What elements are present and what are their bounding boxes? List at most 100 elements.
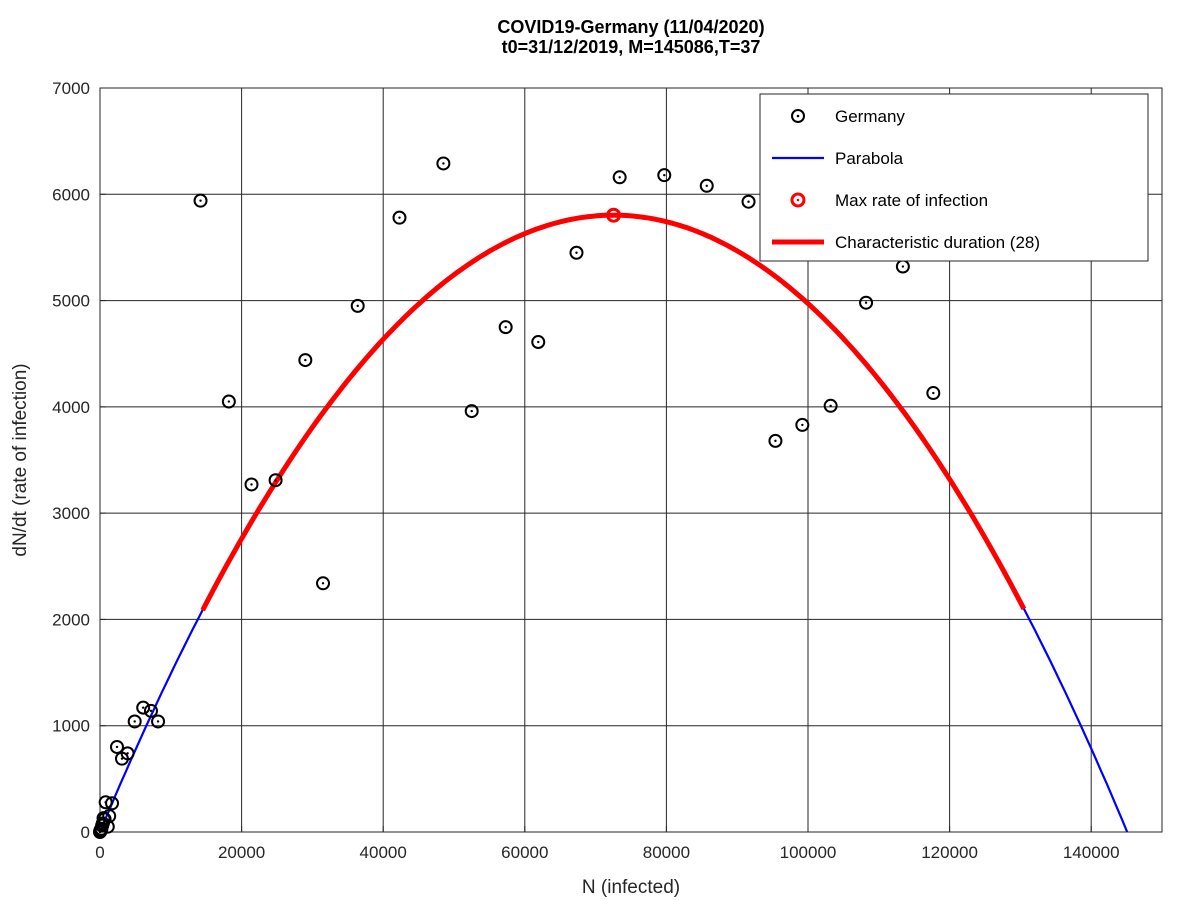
data-point-ring [221,394,236,409]
data-point [316,576,331,591]
data-point [612,170,627,185]
legend-germany-label: Germany [835,107,905,126]
data-point-dot [705,184,708,187]
data-point [464,404,479,419]
data-point-dot [106,825,109,828]
legend-max-label: Max rate of infection [835,191,988,210]
x-tick-label: 80000 [643,843,690,862]
data-point [823,398,838,413]
data-point-dot [774,439,777,443]
data-point [741,194,756,209]
data-point-dot [398,216,401,219]
data-point [859,295,874,310]
data-point-dot [304,358,307,362]
data-point [436,156,451,171]
data-point-ring [298,353,313,368]
data-point [569,245,584,260]
legend-box [759,93,1149,262]
data-point-dot [829,404,832,407]
data-point-ring [699,178,714,193]
data-point [120,746,135,761]
x-tick-label: 120000 [921,843,978,862]
x-tick-label: 20000 [218,843,265,862]
y-tick-label: 4000 [52,398,90,417]
data-point-dot [864,301,868,304]
data-point [143,703,158,718]
data-point-dot [504,325,507,329]
data-point-dot [537,340,540,344]
data-point-ring [823,398,838,413]
data-point-ring [531,335,546,350]
data-point-ring [102,809,117,824]
legend: Germany Parabola Max rate of infection C… [759,93,1149,262]
legend-germany-marker-dot [796,114,800,118]
data-point-dot [199,199,202,202]
data-point [136,700,151,715]
data-point [109,739,124,754]
data-point [657,168,672,183]
data-point-ring [316,576,331,591]
data-point-dot [156,720,160,723]
data-point [531,335,546,350]
data-point-ring [268,473,283,488]
data-point [151,714,166,729]
data-point-dot [110,802,114,805]
y-tick-label: 5000 [52,292,90,311]
data-point-dot [126,752,129,755]
max-rate-point-dot [612,213,615,217]
data-point-ring [109,739,124,754]
data-point-dot [442,162,445,165]
data-point-dot [801,423,804,427]
data-point-ring [498,320,513,335]
y-tick-label: 6000 [52,185,90,204]
legend-max-marker [790,192,806,208]
data-point-ring [392,210,407,225]
data-point-ring [436,156,451,171]
chart-subtitle: t0=31/12/2019, M=145086,T=37 [502,37,761,57]
x-tick-label: 100000 [780,843,837,862]
data-point [102,809,117,824]
data-point-ring [464,404,479,419]
x-tick-label: 40000 [360,843,407,862]
data-point-ring [136,700,151,715]
data-point-dot [932,391,935,395]
data-point-ring [859,295,874,310]
data-point [298,353,313,368]
series-layer [93,156,1129,839]
data-point [498,320,513,335]
data-point-ring [127,714,142,729]
data-point-dot [141,706,145,709]
legend-duration-label: Characteristic duration (28) [835,233,1040,252]
data-point-dot [663,173,666,177]
x-tick-label: 60000 [501,843,548,862]
data-point-ring [143,703,158,718]
data-point-ring [657,168,672,183]
data-point [268,473,283,488]
y-tick-label: 3000 [52,504,90,523]
data-point-dot [227,400,231,403]
data-point [105,796,120,811]
data-point-dot [618,176,621,179]
data-point-dot [149,709,153,713]
data-point [795,417,810,432]
legend-germany-marker [791,109,805,123]
data-point-ring [100,819,115,834]
chart-title: COVID19-Germany (11/04/2020) [497,17,764,37]
legend-max-marker-dot [796,198,800,202]
data-point [392,210,407,225]
data-point-dot [115,745,119,749]
x-tick-label: 0 [95,843,104,862]
data-point-dot [356,304,359,308]
data-point-dot [133,720,136,723]
data-point [221,394,236,409]
y-axis-label: dN/dt (rate of infection) [10,363,31,556]
data-point-ring [795,417,810,432]
data-point-ring [350,298,365,313]
data-point-dot [108,814,111,818]
y-tick-label: 0 [81,823,90,842]
data-point [127,714,142,729]
germany-points [93,156,941,839]
data-point-dot [274,478,277,482]
x-tick-label: 140000 [1063,843,1120,862]
